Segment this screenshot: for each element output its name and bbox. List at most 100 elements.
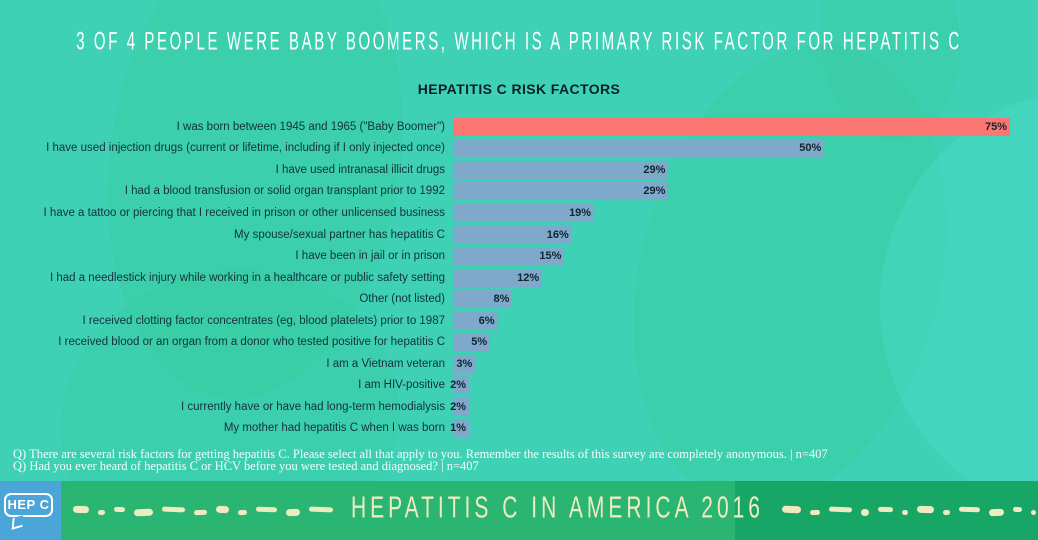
value-label: 16%	[546, 228, 569, 241]
dash	[237, 509, 248, 516]
bar: 50%	[453, 139, 825, 158]
bar: 29%	[453, 182, 669, 201]
value-label: 29%	[643, 185, 666, 198]
value-label: 29%	[643, 163, 666, 176]
category-label: I received blood or an organ from a dono…	[58, 336, 445, 349]
value-label: 6%	[478, 314, 495, 327]
bar-row: I have a tattoo or piercing that I recei…	[0, 202, 1038, 224]
dash	[942, 509, 951, 516]
bar-track: 29%	[453, 160, 1038, 179]
bar-track: 19%	[453, 203, 1038, 222]
category-label: My spouse/sexual partner has hepatitis C	[234, 228, 445, 241]
bar-row: My spouse/sexual partner has hepatitis C…	[0, 224, 1038, 246]
bar-row: My mother had hepatitis C when I was bor…	[0, 418, 1038, 440]
value-label: 2%	[450, 379, 466, 392]
bar-track: 75%	[453, 117, 1038, 136]
bar: 3%	[453, 354, 476, 373]
bar: 19%	[453, 203, 595, 222]
value-label: 19%	[569, 206, 592, 219]
dash	[133, 508, 154, 517]
category-label: I have a tattoo or piercing that I recei…	[43, 206, 445, 219]
dash	[958, 506, 981, 513]
dash	[1012, 506, 1023, 513]
dash	[1030, 509, 1037, 516]
bar-row: I had a needlestick injury while working…	[0, 267, 1038, 289]
hepc-logo: HEP C	[0, 481, 61, 540]
value-label: 2%	[450, 400, 466, 413]
bar: 29%	[453, 160, 669, 179]
bar-row: I received blood or an organ from a dono…	[0, 331, 1038, 353]
dash	[916, 505, 935, 514]
headline: 3 OF 4 PEOPLE WERE BABY BOOMERS, WHICH I…	[76, 28, 962, 57]
bar-track: 15%	[453, 247, 1038, 266]
bar: 1%	[450, 419, 469, 438]
dash-divider-right	[781, 505, 1038, 517]
dash	[72, 505, 90, 514]
value-label: 1%	[450, 422, 466, 435]
dash	[860, 508, 870, 517]
bar-highlighted: 75%	[453, 117, 1010, 136]
speech-bubble-tail-icon	[11, 515, 24, 530]
speech-bubble-icon: HEP C	[4, 493, 53, 517]
bar-row: I had a blood transfusion or solid organ…	[0, 181, 1038, 203]
bar-row: I was born between 1945 and 1965 ("Baby …	[0, 116, 1038, 138]
category-label: Other (not listed)	[359, 293, 445, 306]
bar-row: I have used injection drugs (current or …	[0, 138, 1038, 160]
dash	[828, 506, 853, 513]
bar-row: I am HIV-positive 2%	[0, 375, 1038, 397]
dash	[161, 506, 186, 513]
dash	[809, 509, 821, 516]
dash	[988, 508, 1005, 517]
value-label: 75%	[984, 120, 1007, 133]
bar-track: 12%	[453, 268, 1038, 287]
bar-row: I currently have or have had long-term h…	[0, 396, 1038, 418]
bar: 2%	[450, 376, 469, 395]
category-label: I received clotting factor concentrates …	[82, 314, 445, 327]
footnote-line-2: Q) Had you ever heard of hepatitis C or …	[13, 459, 479, 473]
category-label: I was born between 1945 and 1965 ("Baby …	[176, 120, 445, 133]
bar-row: I have used intranasal illicit drugs 29%	[0, 159, 1038, 181]
bar-track: 1%	[450, 419, 1038, 438]
dash	[113, 506, 126, 513]
dash	[255, 506, 278, 513]
footer-banner: HEP C HEPATITIS C IN AMERICA 2016	[0, 481, 1038, 540]
bar: 16%	[453, 225, 572, 244]
category-label: I currently have or have had long-term h…	[181, 400, 445, 413]
value-label: 3%	[456, 357, 473, 370]
value-label: 5%	[471, 336, 488, 349]
footnotes: Q) There are several risk factors for ge…	[13, 447, 1023, 473]
dash	[285, 508, 301, 517]
value-label: 50%	[799, 142, 822, 155]
bar: 12%	[453, 268, 543, 287]
bar-track: 6%	[453, 311, 1038, 330]
bar-row: I received clotting factor concentrates …	[0, 310, 1038, 332]
bar: 5%	[453, 333, 491, 352]
bar: 6%	[453, 311, 498, 330]
category-label: My mother had hepatitis C when I was bor…	[223, 422, 445, 435]
bar-row: I am a Vietnam veteran 3%	[0, 353, 1038, 375]
bar: 8%	[453, 290, 513, 309]
dash	[308, 506, 334, 513]
bar-row: Other (not listed) 8%	[0, 288, 1038, 310]
bar-track: 50%	[453, 139, 1038, 158]
category-label: I have used intranasal illicit drugs	[275, 163, 445, 176]
dash	[97, 509, 106, 516]
category-label: I have used injection drugs (current or …	[46, 142, 445, 155]
dash-divider-left	[72, 505, 334, 517]
dash	[193, 509, 208, 516]
footnote-line-1: Q) There are several risk factors for ge…	[13, 447, 828, 461]
value-label: 8%	[493, 293, 510, 306]
value-label: 12%	[517, 271, 540, 284]
bar-track: 2%	[450, 397, 1038, 416]
chart-title: HEPATITIS C RISK FACTORS	[417, 81, 621, 97]
dash	[215, 505, 230, 514]
bar: 15%	[453, 247, 565, 266]
bar-track: 5%	[453, 333, 1038, 352]
bar-track: 29%	[453, 182, 1038, 201]
dash	[901, 509, 909, 516]
bar-track: 2%	[450, 376, 1038, 395]
bar-track: 16%	[453, 225, 1038, 244]
dash	[781, 505, 802, 514]
category-label: I am HIV-positive	[358, 379, 445, 392]
